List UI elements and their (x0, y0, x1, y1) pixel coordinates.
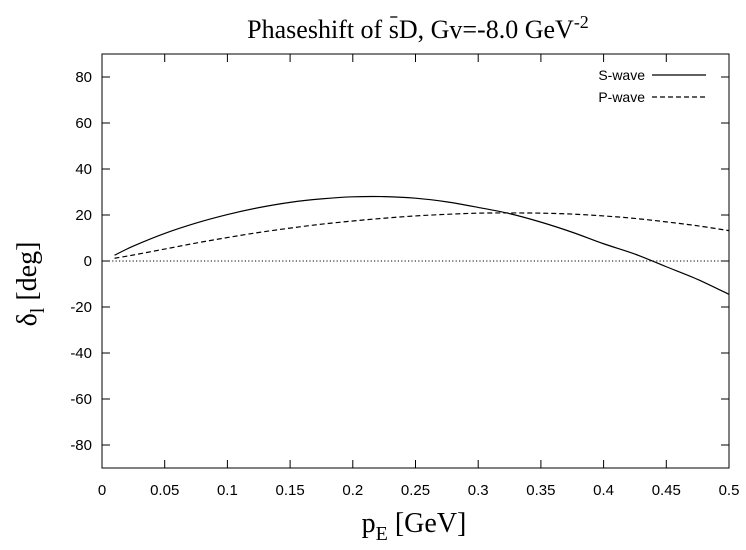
y-tick-label: 60 (75, 115, 92, 132)
chart-title-prefix: Phaseshift of (247, 15, 389, 44)
x-tick-label: 0.3 (468, 482, 489, 499)
x-tick-label: 0.25 (401, 482, 430, 499)
x-tick-label: 0.35 (526, 482, 555, 499)
x-tick-label: 0.05 (150, 482, 179, 499)
y-axis-label-sub: l (27, 307, 49, 313)
legend-label-s-wave: S-wave (598, 67, 645, 83)
x-axis-label: pE [GeV] (362, 508, 467, 545)
series-line-p-wave (114, 212, 730, 259)
x-tick-label: 0.2 (342, 482, 363, 499)
y-tick-label: 80 (75, 69, 92, 86)
y-tick-label: 40 (75, 161, 92, 178)
y-tick-label: 0 (84, 253, 92, 270)
x-axis-label-rest: [GeV] (388, 508, 467, 539)
y-axis-label-rest: [deg] (12, 242, 43, 308)
x-axis-label-sub: E (376, 523, 388, 545)
chart-title-suffix: D, Gv=-8.0 GeV (399, 15, 574, 44)
y-tick-label: -20 (70, 299, 92, 316)
series-line-s-wave (114, 195, 730, 295)
y-tick-label: -80 (70, 437, 92, 454)
series-layer (114, 195, 730, 295)
axis-layer: 0 0.05 0.1 0.15 0.2 0.25 0.3 0.35 0.4 0.45 0.5 -80 -… (70, 53, 740, 499)
y-axis-label: δl [deg] (12, 242, 49, 327)
y-tick-label: 20 (75, 207, 92, 224)
y-tick-label: -60 (70, 391, 92, 408)
x-tick-label: 0.4 (593, 482, 614, 499)
x-tick-label: 0 (98, 482, 106, 499)
chart-title-superscript: -2 (574, 12, 589, 32)
x-tick-label: 0.1 (217, 482, 238, 499)
legend: S-wave P-wave (598, 67, 706, 105)
legend-label-p-wave: P-wave (598, 89, 645, 105)
x-tick-label: 0.45 (652, 482, 681, 499)
x-tick-label: 0.5 (719, 482, 740, 499)
chart-title-sbar: s (389, 15, 399, 44)
chart-title: Phaseshift of sD, Gv=-8.0 GeV-2 (247, 12, 589, 44)
y-axis-label-main: δ (12, 313, 43, 326)
x-axis-label-main: p (362, 508, 376, 539)
x-tick-label: 0.15 (275, 482, 304, 499)
y-tick-label: -40 (70, 345, 92, 362)
